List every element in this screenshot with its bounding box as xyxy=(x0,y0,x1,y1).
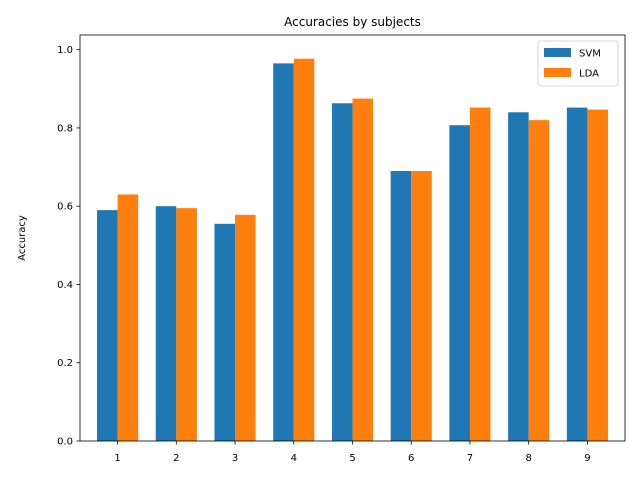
legend-swatch-svm xyxy=(544,48,571,57)
legend: SVM LDA xyxy=(537,40,619,87)
bar-lda-5 xyxy=(352,98,374,441)
bar-svm-7 xyxy=(449,125,470,441)
legend-label-svm: SVM xyxy=(579,49,601,60)
y-tick-label: 0.8 xyxy=(57,123,73,134)
x-tick-label: 2 xyxy=(173,453,179,464)
bar-svm-3 xyxy=(214,223,236,441)
bar-svm-4 xyxy=(273,63,294,441)
y-tick-label: 1.0 xyxy=(57,45,73,56)
legend-label-lda: LDA xyxy=(579,69,599,80)
legend-swatch-lda xyxy=(544,68,571,77)
bar-svm-2 xyxy=(155,206,177,441)
x-tick-label: 7 xyxy=(467,453,473,464)
bar-svm-6 xyxy=(390,170,412,441)
bar-svm-5 xyxy=(331,103,353,442)
x-tick-label: 4 xyxy=(291,453,297,464)
plot-frame xyxy=(79,34,626,442)
bar-lda-4 xyxy=(293,58,315,442)
x-tick-label: 3 xyxy=(232,453,238,464)
x-axis-ticks: 1 2 3 4 5 6 7 8 9 xyxy=(114,441,591,464)
bar-lda-7 xyxy=(469,107,491,441)
bar-lda-1 xyxy=(117,194,139,441)
x-tick-label: 6 xyxy=(408,453,414,464)
bar-lda-6 xyxy=(411,170,432,441)
bars xyxy=(97,58,608,442)
x-tick-label: 9 xyxy=(584,453,590,464)
y-tick-label: 0.6 xyxy=(57,202,73,213)
y-axis-ticks: 0.0 0.2 0.4 0.6 0.8 1.0 xyxy=(57,45,80,448)
bar-svm-8 xyxy=(508,112,529,441)
y-tick-label: 0.0 xyxy=(57,437,73,448)
y-tick-label: 0.2 xyxy=(57,358,73,369)
bar-svm-1 xyxy=(97,210,118,441)
bar-lda-3 xyxy=(235,214,256,441)
legend-frame xyxy=(537,40,619,87)
bar-lda-8 xyxy=(528,120,550,441)
x-tick-label: 1 xyxy=(114,453,120,464)
chart-title: Accuracies by subjects xyxy=(284,15,421,29)
y-tick-label: 0.4 xyxy=(57,280,73,291)
bar-lda-9 xyxy=(587,109,608,441)
bar-lda-2 xyxy=(176,208,197,441)
y-axis-label: Accuracy xyxy=(17,215,28,261)
x-tick-label: 5 xyxy=(349,453,355,464)
x-tick-label: 8 xyxy=(525,453,531,464)
bar-svm-9 xyxy=(566,107,588,441)
